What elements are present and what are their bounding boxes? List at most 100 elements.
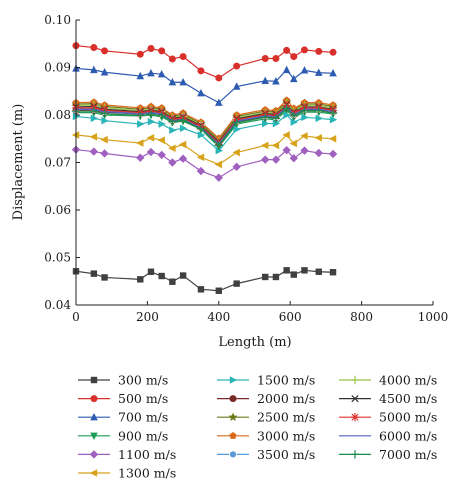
data-point — [232, 82, 241, 90]
data-point — [283, 46, 291, 54]
data-point — [101, 47, 109, 55]
data-point — [90, 44, 98, 52]
legend-item: 2500 m/s — [217, 410, 315, 425]
data-point — [168, 158, 177, 167]
series-6000-m-s — [76, 106, 334, 145]
data-point — [90, 376, 98, 384]
legend-item: 6000 m/s — [339, 428, 437, 443]
data-point — [168, 144, 176, 153]
series-500-m-s — [72, 42, 337, 82]
data-point — [289, 111, 298, 121]
data-point — [137, 276, 144, 283]
data-point — [261, 54, 269, 62]
data-point — [146, 147, 156, 157]
data-point — [300, 146, 309, 155]
data-point — [329, 48, 337, 56]
data-point — [232, 162, 241, 171]
data-point — [272, 54, 280, 62]
data-point — [90, 65, 98, 74]
legend-label: 900 m/s — [118, 428, 168, 443]
data-point — [228, 412, 238, 421]
legend-item: 3500 m/s — [217, 447, 315, 462]
data-point — [89, 107, 99, 116]
data-point — [169, 126, 177, 134]
data-point — [282, 104, 291, 113]
data-point — [197, 67, 205, 75]
data-point — [314, 134, 322, 142]
y-tick-label: 0.09 — [44, 61, 71, 75]
series-line — [76, 104, 334, 144]
data-point — [300, 106, 309, 115]
data-point — [214, 173, 223, 182]
legend-label: 2500 m/s — [257, 410, 315, 425]
series-1500-m-s — [72, 111, 338, 155]
data-point — [136, 111, 145, 120]
data-point — [90, 395, 98, 403]
data-point — [328, 108, 338, 118]
data-point — [157, 111, 166, 120]
data-point — [147, 45, 155, 52]
data-point — [215, 74, 223, 82]
legend-label: 700 m/s — [118, 410, 168, 425]
data-point — [100, 135, 108, 144]
data-point — [350, 375, 360, 385]
data-point — [314, 106, 323, 115]
data-point — [197, 286, 205, 293]
series-line — [76, 106, 334, 145]
y-tick-label: 0.07 — [44, 156, 71, 170]
data-point — [272, 77, 280, 85]
data-point — [229, 432, 237, 439]
x-tick-label: 1000 — [418, 310, 449, 324]
data-point — [100, 109, 109, 118]
x-tick-label: 400 — [207, 310, 230, 324]
data-point — [233, 125, 241, 134]
data-point — [168, 55, 176, 63]
data-point — [137, 120, 145, 128]
data-point — [146, 109, 156, 119]
data-point — [232, 148, 240, 157]
data-point — [215, 98, 223, 106]
series-line — [75, 67, 334, 104]
y-tick-label: 0.10 — [44, 13, 71, 27]
data-point — [136, 139, 144, 147]
legend-item: 1300 m/s — [78, 466, 176, 481]
data-point — [282, 131, 290, 139]
data-point — [158, 120, 166, 128]
data-point — [262, 119, 270, 128]
y-axis-title: Displacement (m) — [11, 104, 26, 221]
data-point — [178, 140, 187, 149]
legend-label: 1500 m/s — [257, 373, 315, 388]
legend-item: 1100 m/s — [78, 447, 176, 462]
data-point — [290, 271, 297, 278]
legend-label: 300 m/s — [118, 373, 168, 388]
data-point — [300, 66, 309, 74]
data-point — [271, 114, 281, 123]
data-point — [229, 395, 237, 403]
data-point — [271, 141, 280, 150]
data-point — [196, 153, 205, 162]
data-point — [229, 376, 238, 384]
data-point — [229, 450, 237, 459]
data-point — [179, 272, 187, 279]
series-700-m-s — [72, 64, 337, 106]
data-point — [157, 69, 166, 78]
plot-area — [71, 42, 338, 294]
legend: 300 m/s 500 m/s 700 m/s 900 m/s 1100 m/s 1300… — [78, 373, 437, 481]
data-point — [289, 139, 297, 148]
data-point — [214, 141, 223, 150]
data-point — [100, 149, 109, 158]
data-point — [315, 47, 323, 55]
series-line — [75, 149, 334, 179]
data-point — [90, 413, 98, 421]
legend-item: 3000 m/s — [217, 428, 315, 443]
data-point — [178, 154, 188, 163]
legend-item: 4500 m/s — [339, 391, 437, 406]
legend-label: 2000 m/s — [257, 391, 315, 406]
legend-label: 3500 m/s — [257, 447, 315, 462]
data-point — [300, 46, 308, 54]
legend-label: 6000 m/s — [379, 428, 437, 443]
data-point — [136, 50, 144, 58]
data-point — [215, 146, 223, 155]
data-point — [178, 116, 188, 125]
